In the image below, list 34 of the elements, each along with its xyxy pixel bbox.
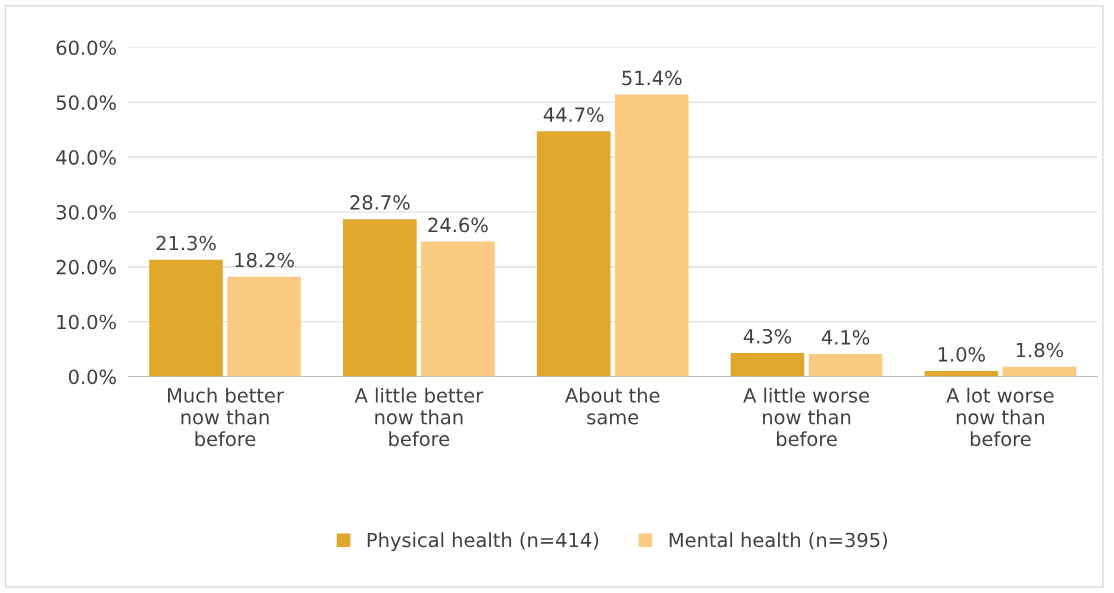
y-tick-label: 60.0% — [56, 40, 116, 56]
data-label: 28.7% — [350, 195, 410, 210]
y-tick-label: 0.0% — [68, 369, 116, 385]
legend-label: Physical health (n=414) — [367, 532, 599, 552]
bar — [421, 241, 495, 377]
y-tick-label: 10.0% — [57, 314, 116, 330]
bar — [924, 371, 999, 377]
data-label: 1.0% — [938, 347, 985, 362]
data-label: 4.1% — [821, 330, 870, 345]
bar — [808, 354, 883, 377]
x-tick-label: A little worse now than before — [743, 387, 869, 447]
x-tick-label: A lot worse now than before — [946, 387, 1054, 447]
data-label: 44.7% — [543, 107, 604, 123]
x-tick-label: A little better now than before — [354, 387, 484, 447]
legend-label: Mental health (n=395) — [669, 532, 888, 550]
y-tick-label: 50.0% — [56, 95, 116, 110]
bar — [614, 94, 689, 377]
bar — [149, 259, 223, 377]
data-label: 51.4% — [622, 70, 682, 86]
bar — [343, 219, 417, 377]
y-tick-label: 20.0% — [56, 259, 116, 275]
data-label: 24.6% — [428, 217, 488, 233]
bar — [730, 352, 805, 377]
x-tick-label: Much better now than before — [168, 387, 284, 447]
x-tick-label: About the same — [565, 387, 660, 425]
data-label: 18.2% — [235, 252, 294, 268]
y-tick-label: 40.0% — [56, 150, 116, 165]
data-label: 21.3% — [156, 235, 216, 251]
data-label: 1.8% — [1016, 342, 1064, 358]
y-tick-label: 30.0% — [56, 204, 116, 220]
bar — [1002, 366, 1077, 377]
bar — [536, 131, 611, 377]
data-label: 4.3% — [743, 328, 792, 344]
bar — [227, 276, 301, 377]
